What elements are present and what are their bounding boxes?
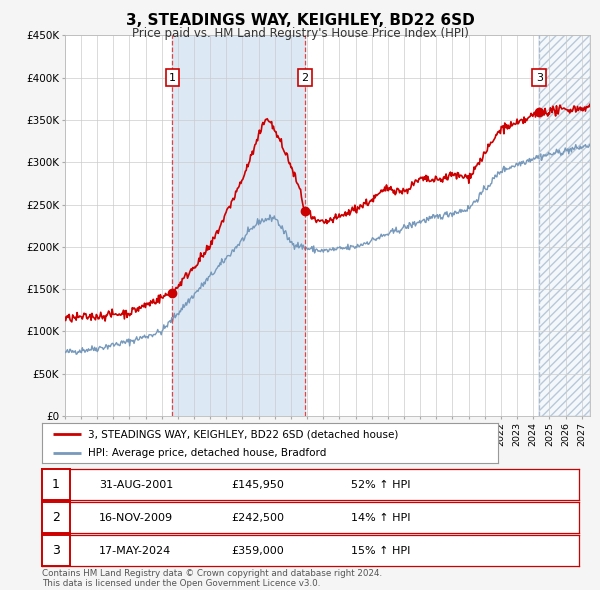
Text: Price paid vs. HM Land Registry's House Price Index (HPI): Price paid vs. HM Land Registry's House … (131, 27, 469, 40)
Text: 3, STEADINGS WAY, KEIGHLEY, BD22 6SD: 3, STEADINGS WAY, KEIGHLEY, BD22 6SD (125, 13, 475, 28)
Text: 52% ↑ HPI: 52% ↑ HPI (351, 480, 410, 490)
Bar (172, 35, 305, 416)
Text: 16-NOV-2009: 16-NOV-2009 (99, 513, 173, 523)
Text: HPI: Average price, detached house, Bradford: HPI: Average price, detached house, Brad… (88, 448, 326, 458)
Text: £242,500: £242,500 (231, 513, 284, 523)
Text: 3: 3 (536, 73, 543, 83)
Bar (539, 35, 590, 416)
Text: 2: 2 (52, 511, 60, 525)
Text: 14% ↑ HPI: 14% ↑ HPI (351, 513, 410, 523)
Text: 3, STEADINGS WAY, KEIGHLEY, BD22 6SD (detached house): 3, STEADINGS WAY, KEIGHLEY, BD22 6SD (de… (88, 430, 398, 440)
Text: 15% ↑ HPI: 15% ↑ HPI (351, 546, 410, 556)
Text: 31-AUG-2001: 31-AUG-2001 (99, 480, 173, 490)
Text: 17-MAY-2024: 17-MAY-2024 (99, 546, 171, 556)
Text: £145,950: £145,950 (231, 480, 284, 490)
Text: £359,000: £359,000 (231, 546, 284, 556)
Bar (539, 35, 590, 416)
Text: 3: 3 (52, 544, 60, 558)
Text: 1: 1 (52, 478, 60, 491)
Text: 1: 1 (169, 73, 176, 83)
Text: Contains HM Land Registry data © Crown copyright and database right 2024.
This d: Contains HM Land Registry data © Crown c… (42, 569, 382, 588)
Text: 2: 2 (302, 73, 308, 83)
